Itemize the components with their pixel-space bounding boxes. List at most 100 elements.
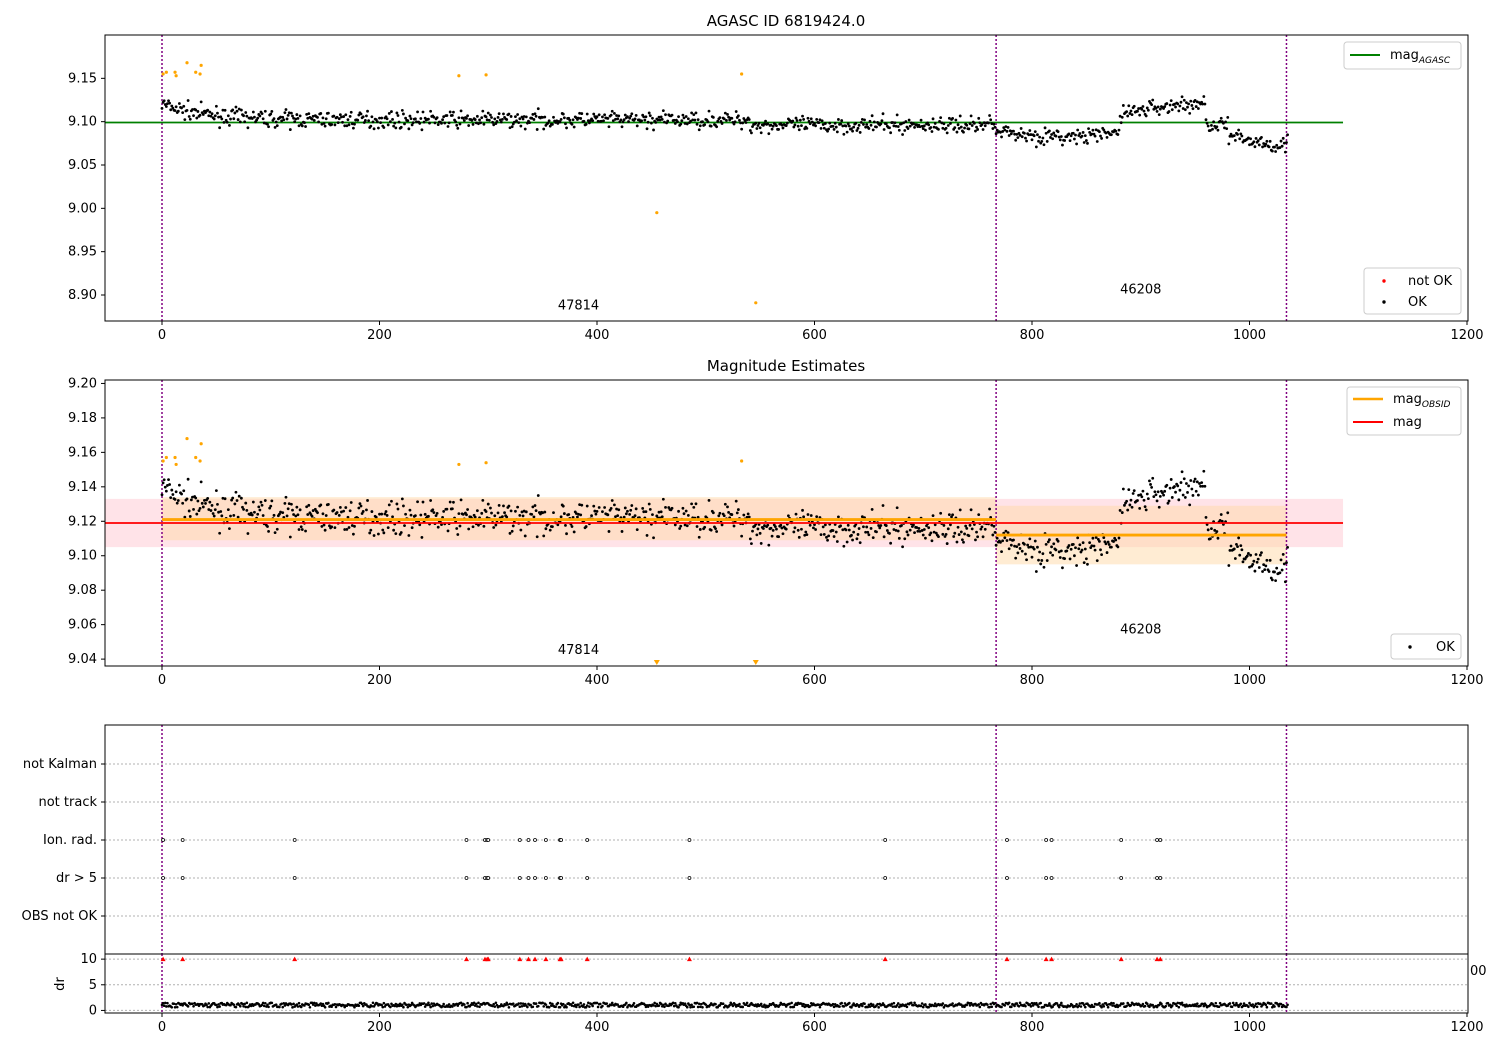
dr-point [1013,1004,1016,1008]
ok-point [559,118,563,121]
ok-point [1054,548,1058,552]
ok-point [1142,498,1146,502]
ok-point [237,107,241,111]
flag-category-label: not track [38,795,97,810]
x-tick-label: 600 [802,1020,827,1035]
ok-point [397,120,401,124]
ok-point [279,510,282,514]
ok-point [1177,109,1181,113]
ok-point [274,120,278,124]
ok-point [570,122,574,126]
dr-point [281,1005,285,1009]
dr-point [1228,1002,1232,1005]
ok-point [428,121,431,125]
ok-point [931,514,935,518]
ok-point [622,118,626,121]
ok-point [967,127,971,131]
dr-point [280,1002,283,1006]
ok-point [380,512,384,516]
ok-point [167,99,170,103]
ok-point [840,119,844,122]
ok-point [523,534,527,538]
ok-point [614,117,617,121]
dr-point [674,1001,677,1005]
ok-point [399,531,403,534]
ok-point [941,126,945,130]
ok-point [275,124,279,128]
dr-point [1017,1004,1021,1008]
ok-point [497,503,501,507]
dr-point [426,1003,429,1007]
flag-point [161,876,165,880]
ok-point [261,514,265,517]
ok-point [819,533,823,536]
ok-point [629,114,633,118]
ok-point [505,515,509,519]
ok-point [462,119,466,122]
ok-point [209,114,213,118]
dr-point [521,1002,525,1005]
ok-point [232,117,236,121]
ok-point [683,523,687,527]
ok-point [445,114,449,117]
ok-point [875,125,878,129]
ok-point [933,122,937,125]
dr-high-marker [180,956,186,962]
ok-point [477,122,480,126]
ok-point [1067,544,1071,547]
ok-point [679,524,683,528]
dr-high-marker [686,956,692,962]
dr-point [245,1001,249,1005]
ok-point [1254,136,1258,140]
ok-point [1073,137,1076,141]
ok-point [956,525,960,529]
ok-point [945,131,949,135]
ok-point [1104,131,1108,135]
ok-point [352,126,355,130]
ok-point [609,113,613,117]
ok-point [497,112,501,116]
dr-point [229,1003,232,1007]
dr-point [1180,1001,1184,1005]
ok-point [685,122,689,126]
ok-point [344,113,348,117]
ok-point [673,523,677,527]
ok-point [1132,104,1136,108]
dr-point [571,1001,575,1005]
ok-point [481,109,485,113]
ok-point [1033,130,1037,134]
ok-point [1249,553,1252,557]
ok-point [726,113,729,116]
ok-point [1151,476,1155,480]
ok-point [964,524,968,528]
ok-point [1260,551,1263,555]
ok-point [723,502,727,506]
ok-point [831,529,835,532]
dr-point [978,1005,982,1009]
ok-point [596,119,600,123]
ok-point [195,116,199,120]
ok-point [711,115,715,119]
ok-point [1068,557,1072,561]
ok-point [738,118,741,122]
ok-point [357,113,361,117]
ok-point [1270,578,1274,582]
ok-point [1042,565,1046,569]
ok-point [709,124,713,128]
ok-point [919,118,923,122]
ok-point [802,118,806,121]
dr-point [582,1003,586,1006]
ok-point [870,508,874,511]
ok-point [932,125,936,129]
flag-point [585,876,590,880]
dr-point [904,1003,908,1007]
ok-point [379,121,382,124]
dr-point [257,1003,261,1006]
ok-point [519,528,523,532]
ok-point [771,124,775,128]
dr-point [653,1001,656,1005]
ok-point [822,126,826,130]
ok-point [1193,98,1197,102]
ok-point [597,506,601,509]
ok-point [697,128,701,132]
